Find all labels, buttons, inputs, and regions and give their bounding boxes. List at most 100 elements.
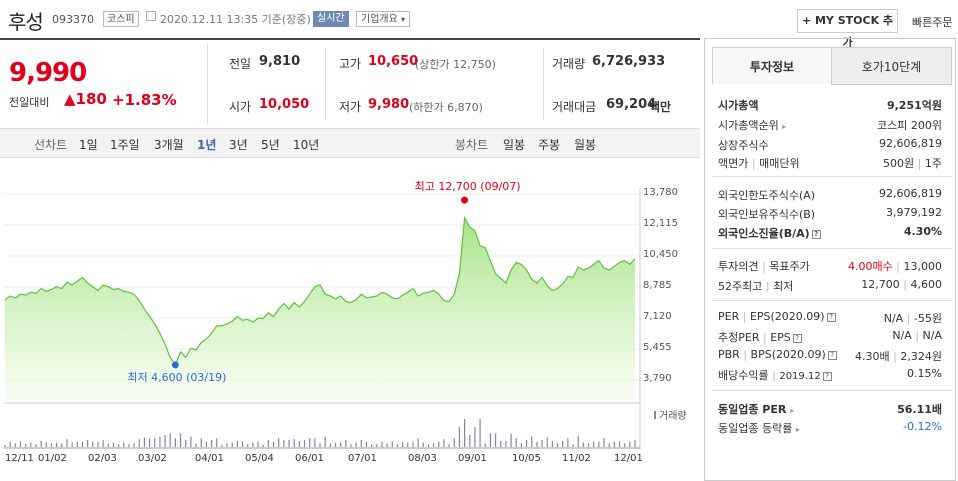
w52-low-label: 최저: [773, 280, 794, 293]
tab-daily[interactable]: 일봉: [503, 138, 526, 152]
volume-bar: [81, 441, 84, 447]
industry-change-value: -0.12%: [903, 420, 942, 433]
volume-value: 6,726,933: [592, 54, 666, 69]
volume-bar: [118, 444, 120, 447]
volume-bar: [531, 436, 533, 447]
my-stock-add-button[interactable]: + MY STOCK 추가: [797, 9, 898, 49]
volume-bar: [30, 442, 32, 447]
volume-bar: [629, 441, 631, 447]
est-eps-value: N/A: [922, 329, 942, 342]
tab-5y[interactable]: 5년: [261, 138, 280, 152]
volume-bar: [267, 440, 269, 447]
est-per-row-label: 추정PER | EPS?: [718, 329, 802, 345]
volume-bar: [148, 438, 151, 447]
x-tick-label: 05/04: [245, 453, 274, 464]
volume-bar: [618, 441, 621, 447]
foreign-ratio-text: 외국인소진율(B/A): [718, 227, 810, 240]
low-value: 9,980: [368, 97, 410, 112]
volume-bar: [278, 438, 280, 447]
dividend-date: 2019.12: [779, 371, 821, 382]
amount-label: 거래대금: [552, 100, 597, 114]
price-line: [4, 215, 636, 367]
tab-3m[interactable]: 3개월: [154, 138, 184, 152]
volume-bar: [334, 442, 337, 447]
volume-bar: [494, 433, 497, 447]
foreign-ratio-label: 외국인소진율(B/A)?: [718, 225, 821, 241]
realtime-badge[interactable]: 실시간: [313, 11, 349, 27]
market-cap-value: 9,251억원: [886, 99, 942, 112]
listed-shares-label: 상장주식수: [718, 139, 769, 152]
volume-bar: [241, 441, 244, 447]
industry-change-text: 동일업종 등락률: [718, 422, 793, 435]
volume-bar: [448, 444, 450, 447]
opinion-label: 투자의견: [718, 260, 759, 273]
amount-unit: 백만: [649, 100, 672, 114]
line-chart-label: 선차트: [34, 138, 68, 152]
volume-bar: [474, 427, 476, 447]
volume-bar: [510, 433, 512, 447]
tab-10y[interactable]: 10년: [293, 138, 320, 152]
trade-unit-value: 1주: [924, 157, 942, 170]
tab-1y[interactable]: 1년: [197, 138, 217, 152]
volume-bar: [314, 438, 316, 447]
tab-3y[interactable]: 3년: [229, 138, 248, 152]
dividend-value: 0.15%: [907, 367, 942, 380]
header-divider: [0, 38, 700, 40]
volume-bar: [159, 436, 161, 447]
price-chart: 최고 12,700 (09/07) 최저 4,600 (03/19) 거래량: [4, 180, 687, 450]
face-value-value: 500원: [883, 157, 915, 170]
industry-per-label[interactable]: 동일업종 PER ▸: [718, 401, 794, 417]
tab-invest-info[interactable]: 투자정보: [712, 47, 832, 85]
y-tick-label: 7,120: [643, 311, 672, 322]
chart-tab-bar: [0, 128, 700, 158]
volume-bar: [303, 440, 306, 447]
help-icon[interactable]: ?: [822, 371, 832, 381]
bps-value: 2,324원: [900, 350, 942, 363]
tab-weekly[interactable]: 주봉: [538, 138, 561, 152]
pbr-row-label: PBR | BPS(2020.09)?: [718, 348, 837, 361]
pbr-value: 4.30배: [855, 350, 890, 363]
tab-hoga-10[interactable]: 호가10단계: [831, 47, 952, 85]
change-value: ▲180: [64, 90, 107, 108]
volume-bar: [9, 441, 11, 447]
per-value: N/A: [883, 312, 904, 325]
help-icon[interactable]: ?: [826, 312, 836, 322]
quick-order-button[interactable]: 빠른주문: [912, 16, 953, 29]
divider: [325, 48, 326, 120]
company-overview-button[interactable]: 기업개요 ▾: [356, 11, 411, 27]
volume-bar: [360, 440, 362, 447]
volume-bar: [133, 443, 135, 447]
volume-bar: [76, 441, 78, 447]
volume-bar: [365, 441, 368, 447]
volume-bar: [438, 441, 440, 447]
x-tick-label: 12/01: [614, 453, 643, 464]
tab-1d[interactable]: 1일: [79, 138, 98, 152]
volume-bar: [350, 444, 352, 447]
divider: [712, 300, 952, 301]
volume-bar: [546, 437, 548, 447]
x-tick-label: 10/05: [512, 453, 541, 464]
volume-bar: [417, 438, 419, 447]
low-annotation: 최저 4,600 (03/19): [127, 371, 226, 384]
volume-bar: [427, 444, 430, 447]
tab-1w[interactable]: 1주일: [110, 138, 140, 152]
y-tick-label: 10,450: [643, 249, 678, 260]
help-icon[interactable]: ?: [827, 350, 837, 360]
pbr-label: PBR: [718, 348, 740, 361]
divider: [712, 248, 952, 249]
help-icon[interactable]: ?: [792, 333, 802, 343]
market-cap-rank-label[interactable]: 시가총액순위 ▸: [718, 117, 786, 133]
volume-bar: [319, 443, 321, 447]
trade-unit-label: 매매단위: [759, 157, 800, 170]
tab-monthly[interactable]: 월봉: [574, 138, 597, 152]
volume-bar: [4, 445, 6, 447]
help-icon[interactable]: ?: [811, 229, 821, 239]
volume-bar: [298, 440, 300, 447]
volume-bar: [407, 442, 409, 447]
per-label: PER: [718, 310, 740, 323]
volume-bar: [221, 445, 223, 447]
w52-row-value: 12,700 | 4,600: [861, 278, 942, 291]
industry-change-label[interactable]: 동일업종 등락률 ▸: [718, 420, 800, 436]
volume-bar: [257, 441, 259, 447]
high-annotation: 최고 12,700 (09/07): [415, 180, 521, 193]
